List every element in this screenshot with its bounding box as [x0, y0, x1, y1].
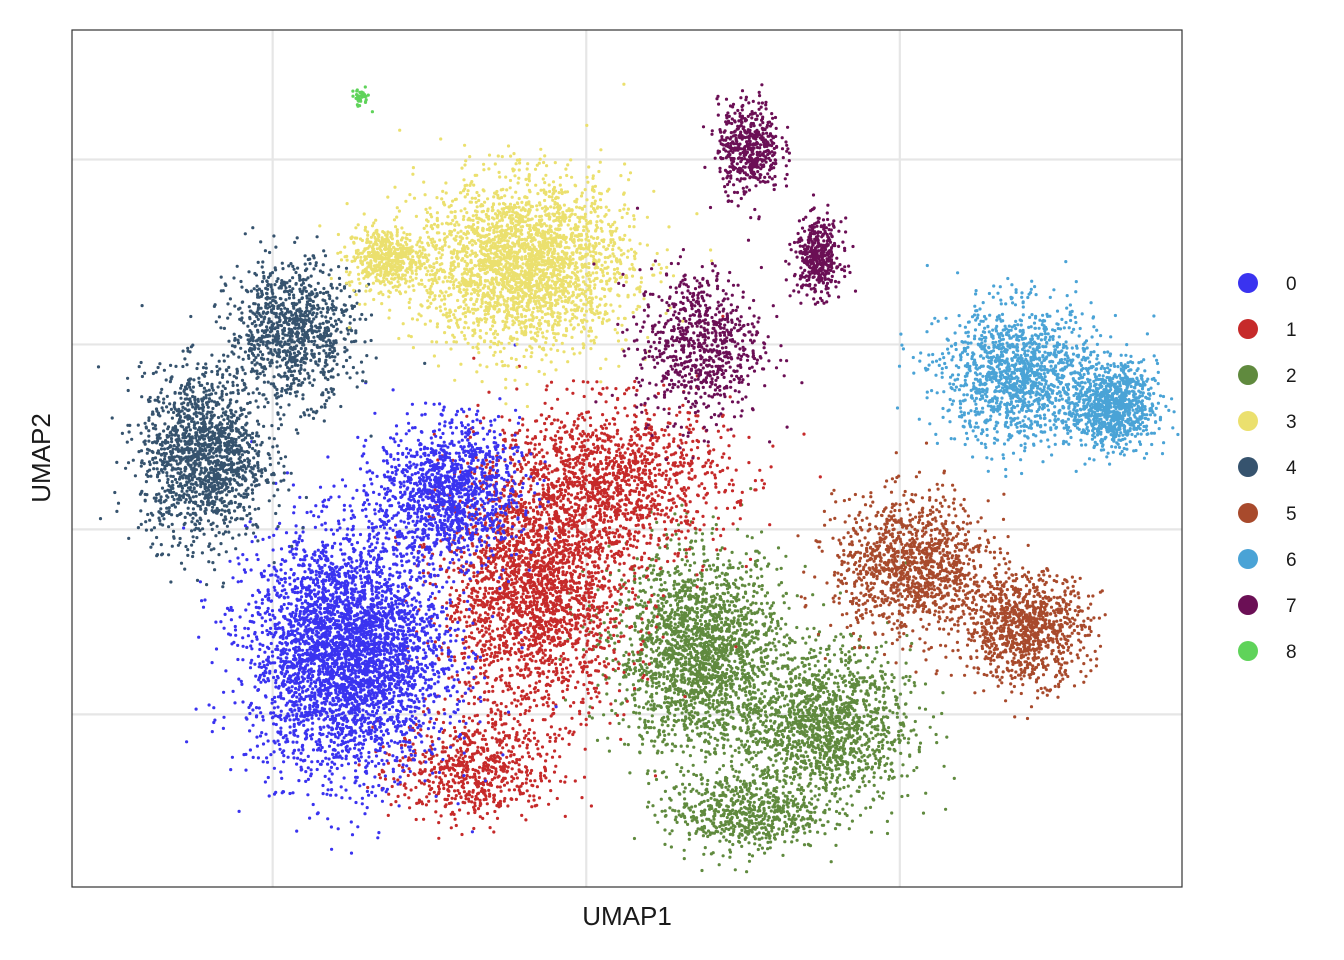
series-points-2: [558, 487, 956, 874]
legend-item-0: 0: [1238, 273, 1297, 295]
legend-item-3: 3: [1238, 411, 1297, 433]
legend-key-1: [1238, 319, 1258, 339]
legend-label-4: 4: [1286, 458, 1297, 479]
legend-label-7: 7: [1286, 596, 1297, 617]
legend-item-7: 7: [1238, 595, 1297, 617]
series-points-1: [357, 314, 822, 840]
legend-key-4: [1238, 457, 1258, 477]
series-points-8: [351, 85, 374, 114]
x-axis-title: UMAP1: [582, 901, 672, 931]
series-points-3: [318, 82, 714, 409]
legend-label-8: 8: [1286, 642, 1297, 663]
legend-key-2: [1238, 365, 1258, 385]
legend-label-1: 1: [1286, 320, 1297, 341]
legend-key-3: [1238, 411, 1258, 431]
legend-item-2: 2: [1238, 365, 1297, 387]
series-points-7: [592, 83, 858, 462]
legend-item-6: 6: [1238, 549, 1297, 571]
legend-item-8: 8: [1238, 641, 1297, 663]
scatter-points: [96, 82, 1180, 874]
legend-item-5: 5: [1238, 503, 1297, 525]
legend-label-0: 0: [1286, 274, 1297, 295]
legend-label-2: 2: [1286, 366, 1297, 387]
y-axis-title: UMAP2: [26, 413, 56, 503]
legend-key-0: [1238, 273, 1258, 293]
legend-key-7: [1238, 595, 1258, 615]
legend-label-6: 6: [1286, 550, 1297, 571]
legend-item-4: 4: [1238, 457, 1297, 479]
legend-key-8: [1238, 641, 1258, 661]
legend-label-3: 3: [1286, 412, 1297, 433]
series-points-6: [895, 259, 1180, 479]
legend-key-5: [1238, 503, 1258, 523]
series-points-0: [182, 343, 558, 855]
legend: 0 1 2 3 4 5 6 7 8: [1238, 273, 1297, 663]
plot-panel-border: [71, 29, 1183, 888]
legend-label-5: 5: [1286, 504, 1297, 525]
series-points-4: [96, 226, 427, 589]
legend-key-6: [1238, 549, 1258, 569]
series-points-5: [796, 441, 1107, 721]
legend-item-1: 1: [1238, 319, 1297, 341]
